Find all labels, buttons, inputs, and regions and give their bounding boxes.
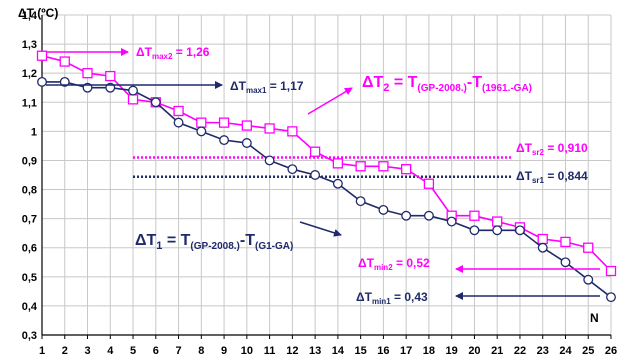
- x-tick-label: 26: [605, 345, 617, 357]
- y-tick-label: 1: [31, 126, 37, 138]
- x-tick-label: 6: [153, 345, 159, 357]
- x-tick-label: 19: [446, 345, 458, 357]
- x-tick-label: 14: [332, 345, 345, 357]
- series-point-1: [356, 162, 365, 171]
- series-point-2: [516, 226, 525, 235]
- series-point-1: [129, 95, 138, 104]
- x-tick-label: 10: [241, 345, 253, 357]
- arrow-t1: [300, 222, 341, 235]
- series-point-1: [220, 118, 229, 127]
- series-point-1: [538, 235, 547, 244]
- y-tick-label: 0,6: [22, 243, 37, 255]
- series-point-1: [402, 165, 411, 174]
- series-point-2: [334, 179, 343, 188]
- series-point-1: [106, 72, 115, 81]
- x-tick-label: 23: [537, 345, 549, 357]
- x-tick-label: 3: [84, 345, 90, 357]
- series-point-2: [220, 136, 229, 145]
- annotation-tmax2: ΔTmax2 = 1,26: [136, 45, 210, 61]
- x-tick-label: 1: [39, 345, 45, 357]
- series-point-1: [197, 118, 206, 127]
- series-point-1: [288, 127, 297, 136]
- series-point-2: [311, 171, 320, 180]
- series-point-2: [356, 197, 365, 206]
- series-point-1: [60, 57, 69, 66]
- x-tick-label: 12: [286, 345, 298, 357]
- series-point-1: [379, 162, 388, 171]
- y-tick-label: 0,8: [22, 185, 37, 197]
- y-tick-label: 0,4: [22, 301, 38, 313]
- y-tick-label: 0,7: [22, 214, 37, 226]
- series-point-2: [38, 78, 47, 87]
- x-tick-label: 11: [264, 345, 276, 357]
- series-point-1: [607, 267, 616, 276]
- series-point-2: [584, 275, 593, 284]
- x-tick-label: 21: [491, 345, 503, 357]
- series-point-2: [493, 226, 502, 235]
- x-tick-label: 16: [377, 345, 389, 357]
- annotation-t2-equation: ΔT2 = T(GP-2008.)-T(1961.-GA): [362, 74, 532, 94]
- annotation-tsr2: ΔTsr2 = 0,910: [516, 141, 588, 157]
- y-tick-label: 0,9: [22, 155, 37, 167]
- axes: 0,30,40,50,60,70,80,911,11,21,31,41 2 3 4 5 6…: [22, 10, 617, 357]
- x-tick-label: 9: [221, 345, 227, 357]
- y-tick-label: 1,1: [22, 97, 37, 109]
- series-point-1: [83, 69, 92, 78]
- x-tick-label: 17: [400, 345, 412, 357]
- series-point-1: [174, 107, 183, 116]
- annotation-tmin1: ΔTmin1 = 0,43: [356, 290, 428, 306]
- series-point-1: [265, 124, 274, 133]
- x-tick-label: 24: [559, 345, 572, 357]
- x-tick-label: 13: [309, 345, 321, 357]
- y-axis-label: ΔT (ºC): [18, 6, 58, 20]
- series-point-2: [425, 211, 434, 220]
- series-point-2: [243, 139, 252, 148]
- y-tick-label: 0,3: [22, 330, 37, 342]
- series-point-1: [38, 51, 47, 60]
- x-tick-label: 25: [582, 345, 594, 357]
- annotation-tmax1: ΔTmax1 = 1,17: [230, 79, 304, 95]
- x-tick-label: 22: [514, 345, 526, 357]
- series-point-2: [174, 118, 183, 127]
- x-tick-label: 15: [355, 345, 367, 357]
- series-point-1: [311, 147, 320, 156]
- series-point-2: [538, 243, 547, 252]
- x-tick-label: 8: [198, 345, 204, 357]
- arrow-t2: [308, 88, 352, 114]
- series-point-2: [561, 258, 570, 267]
- series-point-1: [424, 179, 433, 188]
- series-point-1: [584, 243, 593, 252]
- annotation-tmin2: ΔTmin2 = 0,52: [358, 256, 430, 272]
- series-point-1: [333, 159, 342, 168]
- series-point-2: [288, 165, 297, 174]
- series-point-2: [379, 206, 388, 215]
- x-axis-label: N: [590, 311, 599, 325]
- series-point-2: [470, 226, 479, 235]
- series-point-2: [402, 211, 411, 220]
- x-tick-label: 7: [175, 345, 181, 357]
- series-point-2: [197, 127, 206, 136]
- series-point-1: [561, 237, 570, 246]
- x-tick-label: 20: [468, 345, 480, 357]
- x-tick-label: 4: [107, 345, 114, 357]
- series-point-1: [493, 217, 502, 226]
- series-point-2: [265, 156, 274, 165]
- x-tick-label: 18: [423, 345, 435, 357]
- series-point-2: [129, 86, 138, 95]
- y-tick-label: 1,2: [22, 68, 37, 80]
- x-tick-label: 5: [130, 345, 136, 357]
- series-point-2: [152, 98, 161, 107]
- annotation-tsr1: ΔTsr1 = 0,844: [516, 169, 588, 185]
- series-point-1: [242, 121, 251, 130]
- y-tick-label: 0,5: [22, 272, 37, 284]
- y-tick-label: 1,3: [22, 39, 37, 51]
- series-point-2: [447, 217, 456, 226]
- series-point-1: [470, 211, 479, 220]
- x-tick-label: 2: [62, 345, 68, 357]
- series-point-2: [607, 293, 616, 302]
